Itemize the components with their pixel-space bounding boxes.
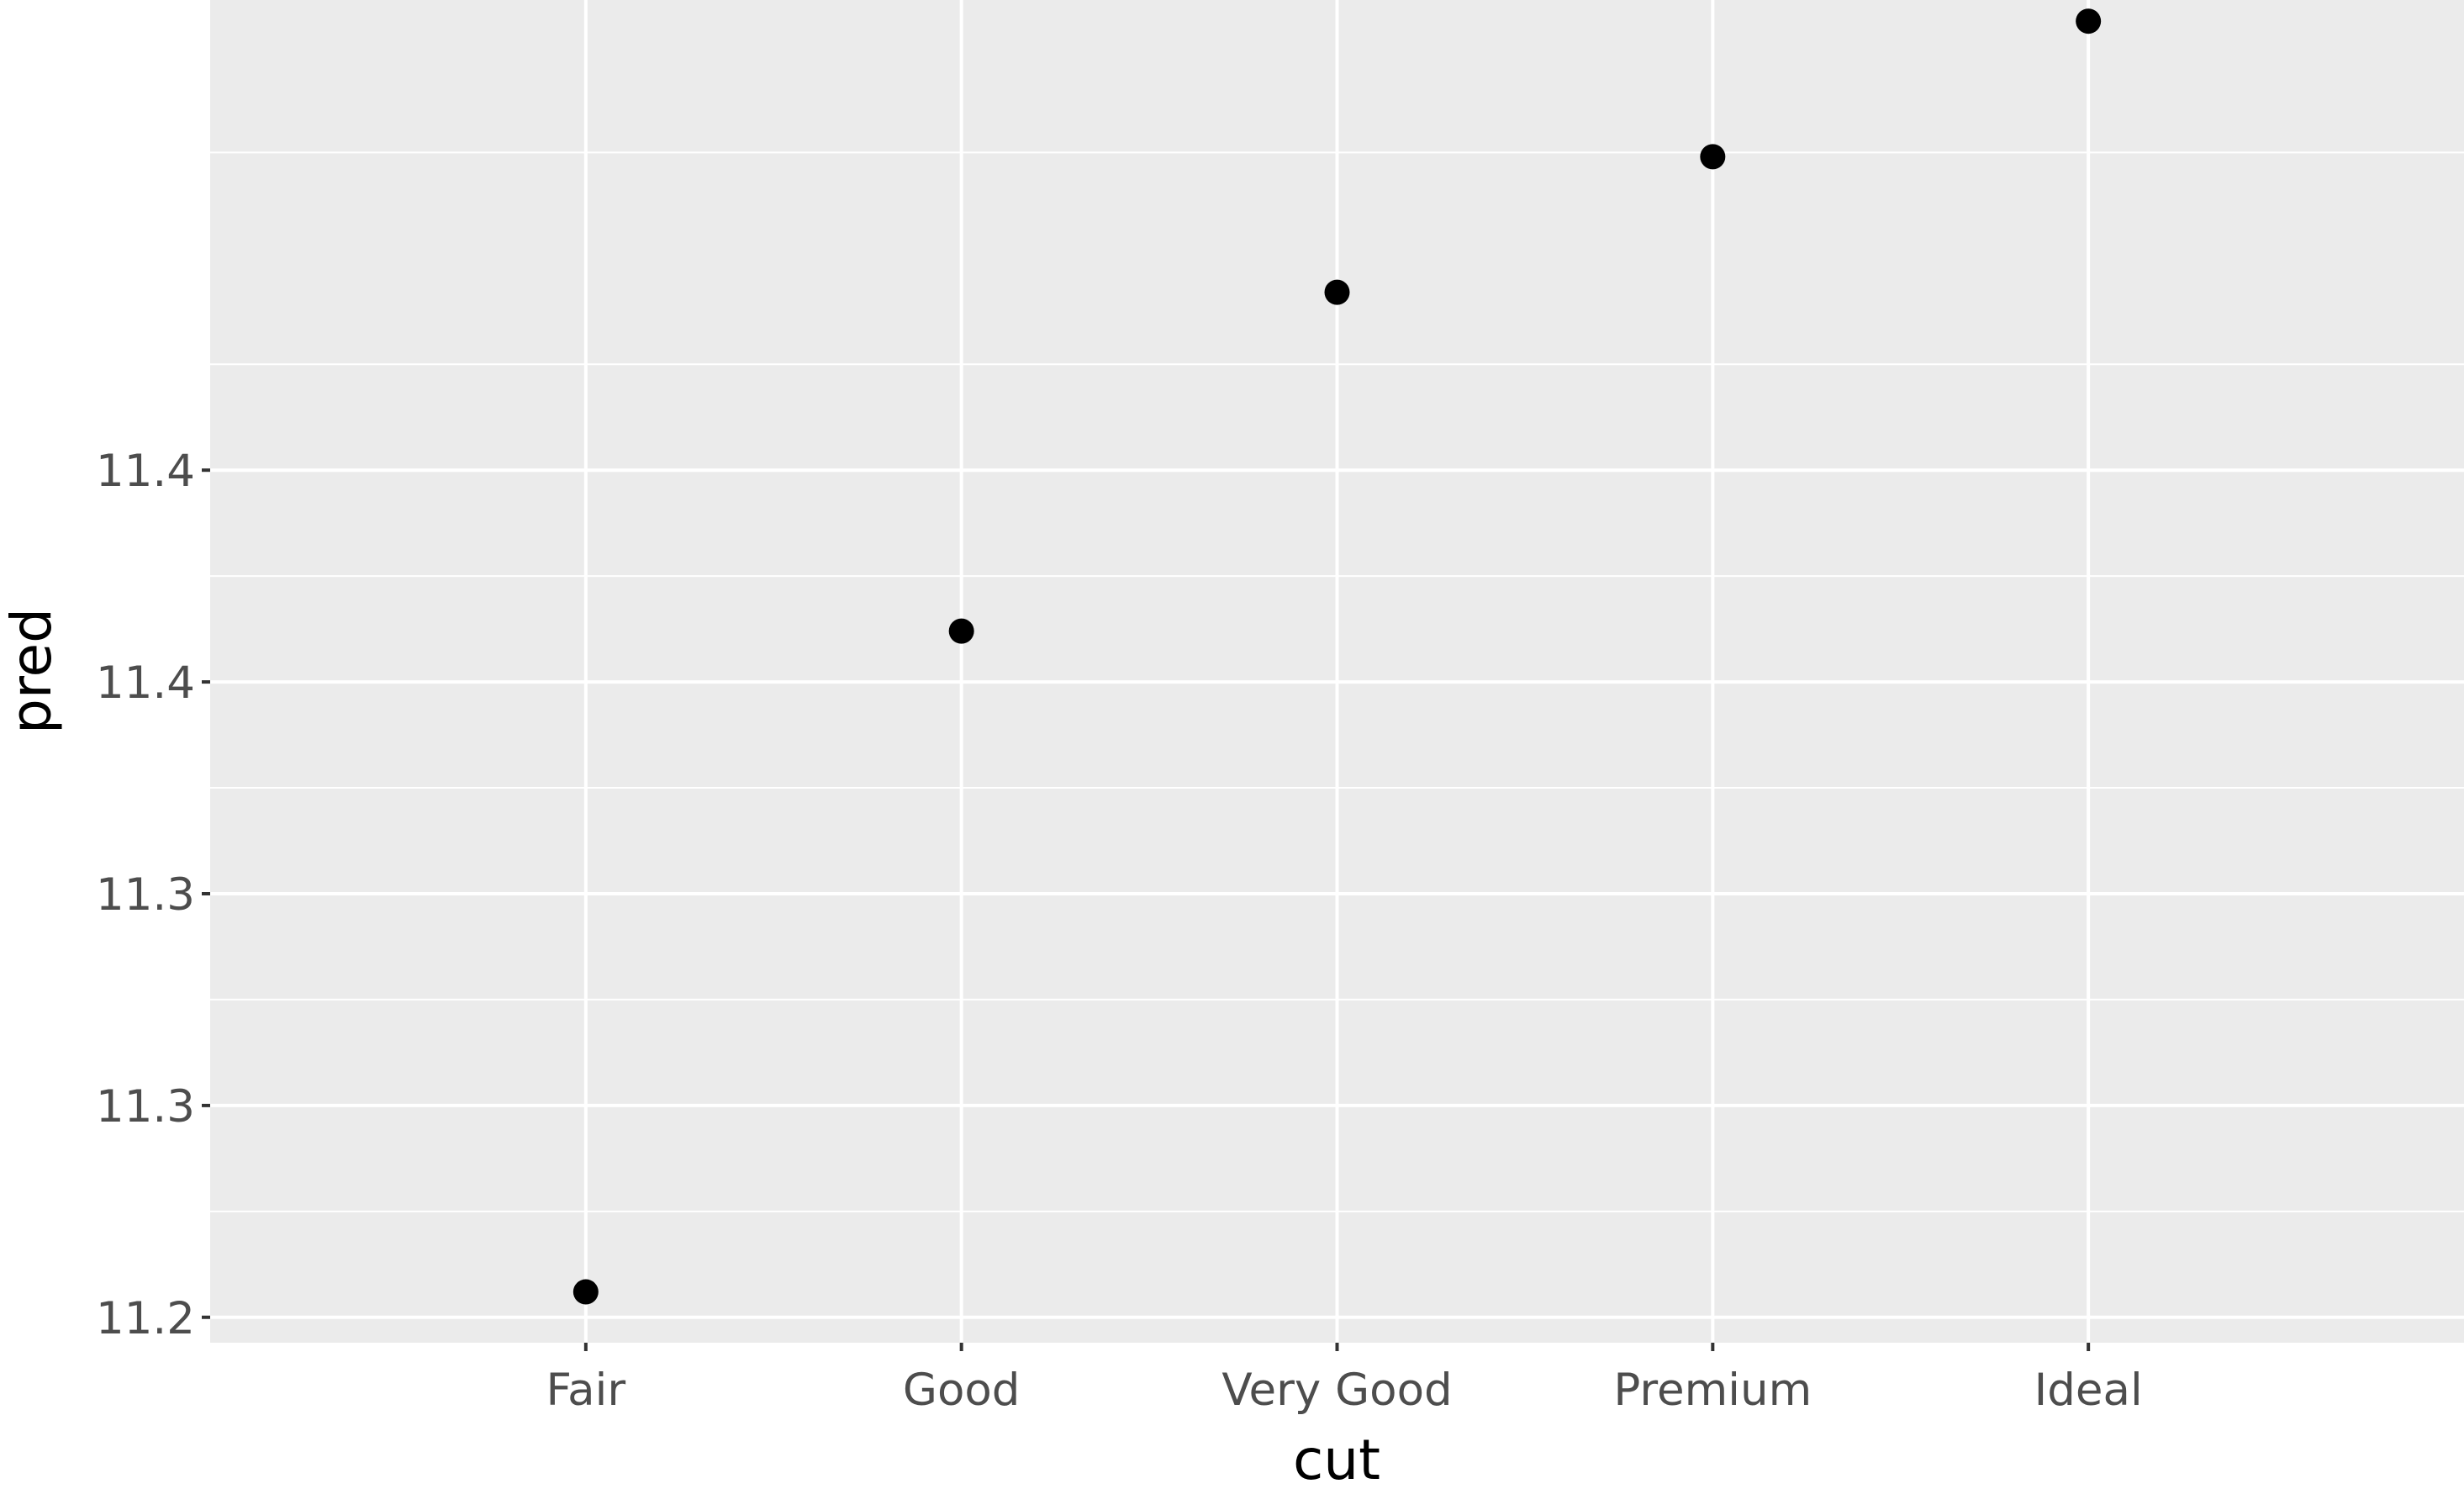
data-point [2076,8,2102,34]
data-point [1324,279,1350,305]
data-point [1700,144,1726,170]
y-tick-label: 11.3 [96,1081,195,1133]
x-tick-label: Fair [546,1365,626,1416]
x-axis-title: cut [1293,1428,1380,1489]
x-tick-label: Good [903,1365,1021,1416]
y-tick-label: 11.2 [96,1293,195,1344]
x-tick-label: Ideal [2034,1365,2143,1416]
y-tick-label: 11.4 [96,657,195,709]
data-point [572,1279,599,1305]
y-tick-label: 11.3 [96,869,195,921]
y-axis-title: pred [0,608,64,734]
x-tick-label: Very Good [1221,1365,1452,1416]
data-points [572,8,2102,1305]
y-axis: 11.2 11.3 11.3 11.4 11.4 [96,446,210,1344]
x-tick-label: Premium [1613,1365,1812,1416]
data-point [948,618,974,644]
y-tick-label: 11.4 [96,446,195,497]
major-gridlines [210,0,2464,1343]
x-axis: Fair Good Very Good Premium Ideal [546,1343,2143,1416]
